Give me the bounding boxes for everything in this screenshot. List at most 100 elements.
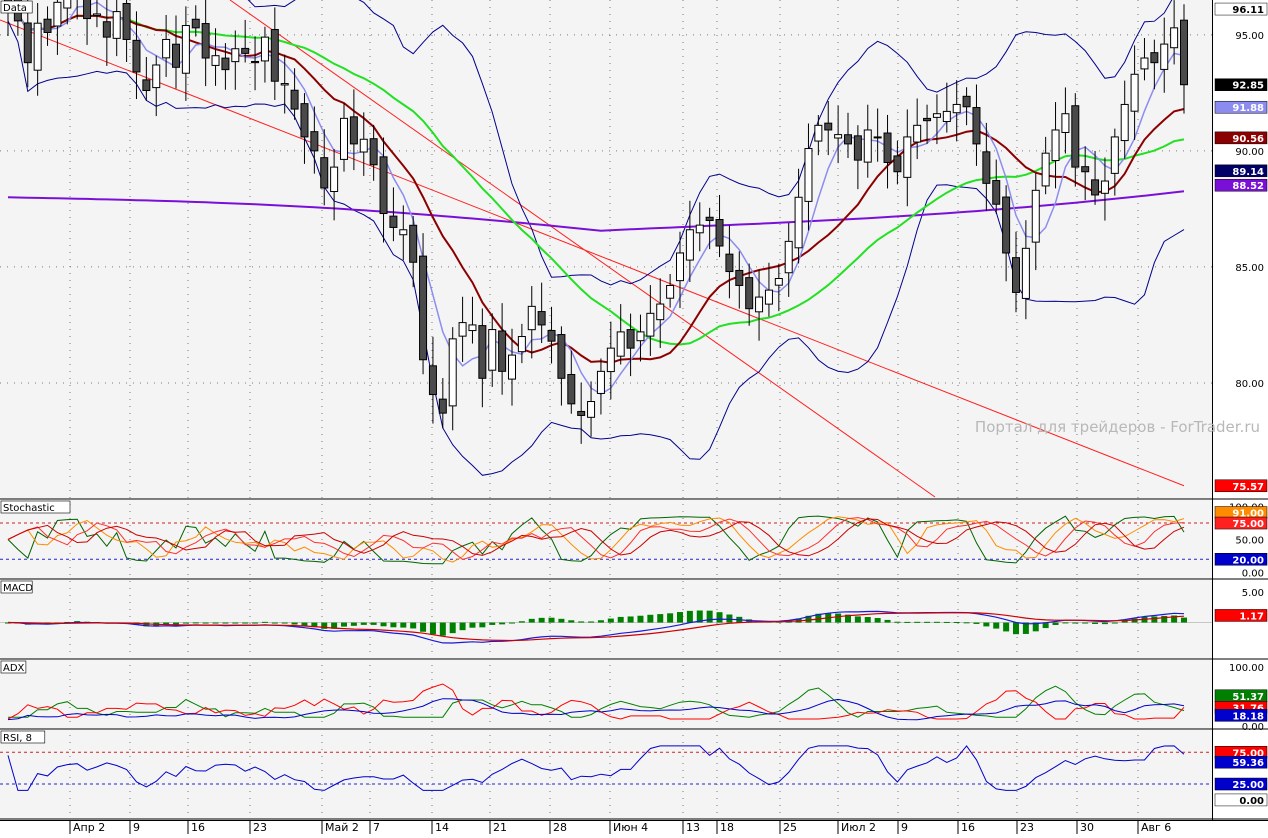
- value-badge: [1214, 516, 1268, 530]
- macd-hist-bar: [1003, 622, 1010, 632]
- panel-title-box: [0, 660, 27, 674]
- y-tick-label: 90.00: [1235, 147, 1264, 158]
- bollinger-lower: [7, 20, 1185, 476]
- value-badge-label: 90.56: [1232, 134, 1264, 145]
- candle-body: [923, 117, 932, 122]
- candle-body: [330, 166, 339, 193]
- y-tick-label: 100.00: [1229, 663, 1264, 674]
- candle-body: [1091, 179, 1100, 196]
- macd-hist-bar: [321, 622, 328, 629]
- candle-body: [735, 269, 744, 286]
- candle-body: [23, 22, 32, 64]
- candle-body: [488, 329, 497, 371]
- macd-hist-bar: [1052, 622, 1059, 625]
- macd-hist-bar: [331, 622, 338, 629]
- candle-body: [1180, 19, 1188, 86]
- candle-body: [399, 229, 408, 236]
- macd-hist-bar: [360, 622, 367, 625]
- candle-body: [755, 296, 764, 313]
- value-badge-label: 75.00: [1232, 519, 1264, 530]
- candle-body: [1012, 257, 1020, 293]
- candle-body: [567, 373, 576, 405]
- candle-body: [873, 136, 882, 139]
- x-axis-bg: [0, 820, 1268, 834]
- value-badge-label: 91.00: [1232, 509, 1264, 520]
- adx-minus-di-line: [7, 683, 1185, 720]
- macd-hist-bar: [864, 616, 871, 623]
- x-tick-label: Июл 2: [841, 821, 876, 834]
- macd-hist-bar: [1121, 620, 1128, 623]
- value-badge-label: 20.00: [1232, 555, 1264, 566]
- candle-body: [844, 134, 852, 145]
- stochastic-line: [7, 518, 1185, 557]
- candle-body: [587, 401, 596, 418]
- bollinger-upper: [247, 0, 1173, 286]
- macd-hist-bar: [173, 622, 179, 625]
- stochastic-line: [7, 517, 1185, 561]
- value-badge: [1214, 479, 1268, 493]
- candle-body: [369, 138, 378, 166]
- value-badge: [1214, 131, 1268, 145]
- panel-title-price: Data: [3, 3, 27, 14]
- candle-body: [201, 23, 210, 59]
- macd-hist-bar: [281, 622, 288, 624]
- macd-hist-bar: [499, 622, 506, 625]
- candle-body: [824, 122, 833, 131]
- candle-body: [932, 113, 941, 118]
- candle-body: [1130, 73, 1139, 112]
- candle-body: [863, 129, 872, 163]
- value-badge-label: 59.36: [1232, 758, 1264, 769]
- value-badge: [1214, 178, 1268, 192]
- candle-body: [715, 218, 724, 247]
- candle-body: [251, 60, 260, 64]
- candle-body: [1110, 136, 1119, 174]
- value-badge-label: 18.18: [1232, 711, 1264, 722]
- value-badge-label: 88.52: [1232, 181, 1264, 192]
- macd-hist-bar: [1092, 622, 1099, 624]
- y-tick-label: 85.00: [1235, 263, 1264, 274]
- candle-body: [764, 289, 773, 305]
- macd-hist-bar: [914, 621, 921, 623]
- macd-hist-bar: [597, 620, 604, 623]
- x-tick-label: 16: [191, 821, 205, 834]
- macd-hist-bar: [983, 622, 990, 627]
- candle-body: [458, 322, 467, 337]
- macd-hist-bar: [222, 622, 229, 624]
- candle-body: [646, 312, 655, 337]
- macd-hist-bar: [380, 622, 387, 627]
- macd-hist-bar: [1013, 622, 1019, 635]
- macd-hist-bar: [568, 620, 575, 623]
- macd-hist-bar: [1181, 617, 1187, 623]
- candle-body: [1031, 189, 1040, 243]
- x-tick-label: 21: [493, 821, 507, 834]
- candle-body: [122, 2, 131, 40]
- macd-hist-bar: [1161, 615, 1168, 623]
- candle-body: [517, 336, 526, 353]
- macd-hist-bar: [805, 615, 812, 623]
- candle-body: [537, 311, 546, 326]
- candle-body: [428, 365, 437, 396]
- candle-body: [181, 25, 190, 74]
- macd-hist-bar: [677, 612, 683, 623]
- candle-body: [320, 157, 329, 189]
- candle-body: [379, 156, 388, 215]
- x-tick-label: 28: [553, 821, 567, 834]
- value-badge: [1214, 100, 1268, 114]
- macd-hist-bar: [1151, 616, 1158, 623]
- adx-line: [7, 698, 1185, 721]
- candle-body: [349, 116, 358, 145]
- candle-body: [705, 216, 714, 221]
- value-badge-label: 75.57: [1232, 482, 1264, 493]
- macd-hist-bar: [835, 613, 842, 623]
- macd-hist-bar: [726, 614, 733, 623]
- x-tick-label: 23: [253, 821, 267, 834]
- y-tick-label: 0.00: [1242, 722, 1264, 733]
- candle-body: [389, 215, 398, 228]
- value-badge: [1214, 709, 1268, 722]
- macd-hist-bar: [1022, 622, 1029, 634]
- value-badge: [1214, 777, 1268, 791]
- x-tick-label: Апр 2: [73, 821, 105, 834]
- macd-hist-bar: [1032, 622, 1039, 632]
- candle-body: [1021, 247, 1030, 299]
